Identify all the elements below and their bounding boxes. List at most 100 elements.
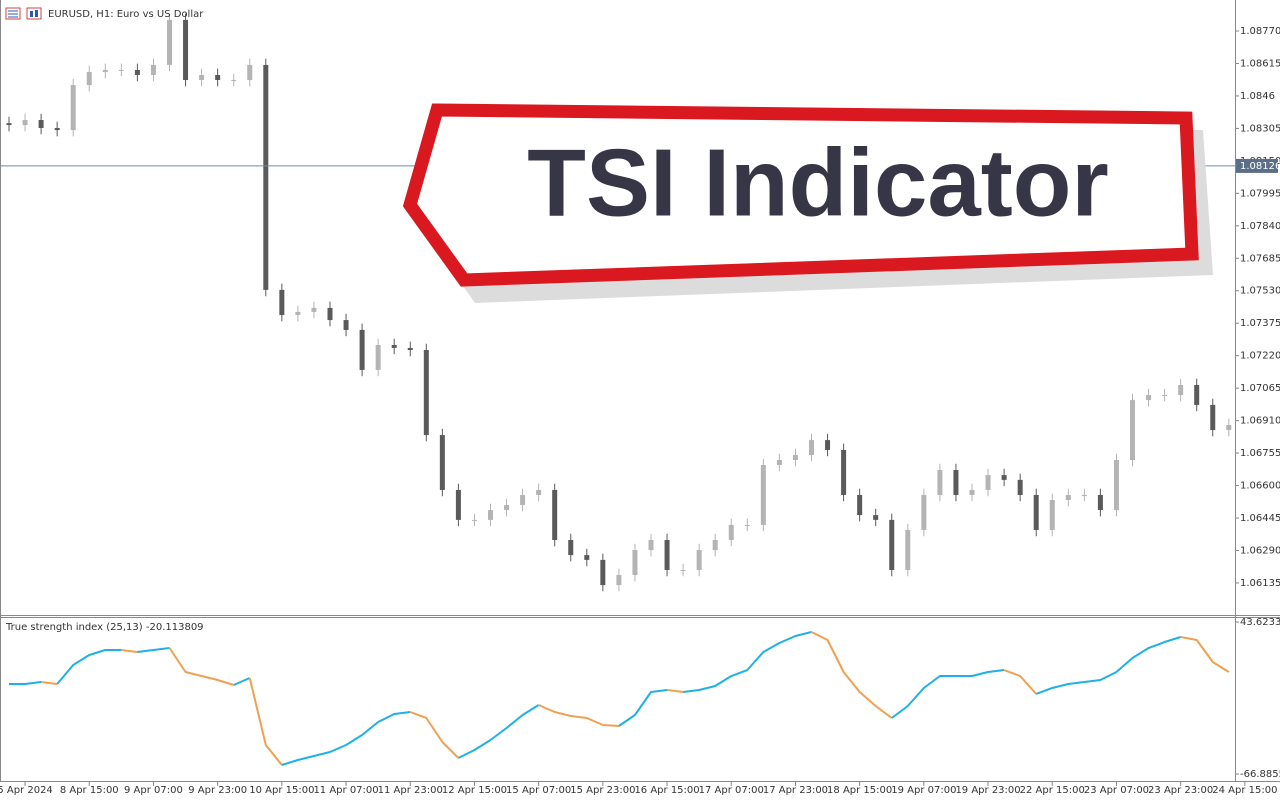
indicator-title: True strength index (25,13) -20.113809 bbox=[5, 622, 204, 633]
candle-body bbox=[921, 494, 927, 530]
candle-body bbox=[1226, 425, 1232, 431]
banner-frame bbox=[402, 103, 1199, 287]
y-tick-label: 1.07065 bbox=[1240, 383, 1280, 394]
candle-body bbox=[1162, 395, 1168, 397]
icon-bar bbox=[30, 11, 33, 17]
candle-body bbox=[1146, 395, 1152, 401]
candle-body bbox=[969, 489, 975, 495]
x-tick-label: 16 Apr 15:00 bbox=[634, 785, 699, 796]
tsi-line bbox=[666, 689, 684, 693]
candle-body bbox=[809, 440, 814, 455]
candle-body bbox=[471, 519, 477, 521]
candle-body bbox=[311, 307, 317, 312]
y-tick-label: 1.07220 bbox=[1240, 351, 1280, 362]
candle-body bbox=[54, 127, 60, 131]
candle-body bbox=[327, 307, 333, 321]
candle-body bbox=[1194, 385, 1200, 405]
candle-body bbox=[86, 72, 92, 86]
x-tick-label: 9 Apr 07:00 bbox=[124, 785, 183, 796]
candle-body bbox=[215, 74, 221, 81]
x-tick-label: 19 Apr 23:00 bbox=[955, 785, 1020, 796]
candle-body bbox=[231, 80, 237, 82]
candle-body bbox=[568, 540, 574, 556]
tsi-line bbox=[168, 647, 234, 686]
x-tick-label: 17 Apr 07:00 bbox=[699, 785, 764, 796]
candle-body bbox=[776, 459, 782, 466]
candle-body bbox=[391, 344, 397, 348]
candle-body bbox=[1130, 400, 1135, 460]
candle-body bbox=[70, 85, 76, 131]
candle-body bbox=[712, 540, 718, 551]
x-tick-label: 24 Apr 15:00 bbox=[1212, 785, 1277, 796]
x-tick-label: 15 Apr 23:00 bbox=[570, 785, 635, 796]
candle-body bbox=[455, 489, 461, 520]
candle-body bbox=[295, 311, 301, 316]
candle-body bbox=[504, 505, 510, 511]
current-price-label: 1.08126 bbox=[1240, 161, 1280, 172]
x-tick-label: 9 Apr 23:00 bbox=[188, 785, 247, 796]
y-tick-label: 1.06600 bbox=[1240, 481, 1280, 492]
candle-body bbox=[343, 320, 349, 330]
y-tick-label: 1.0846 bbox=[1240, 91, 1275, 102]
candle-body bbox=[680, 569, 686, 571]
tsi-line bbox=[1180, 636, 1230, 673]
candle-body bbox=[937, 470, 943, 495]
candle-body bbox=[1049, 500, 1055, 530]
tsi-line bbox=[121, 649, 138, 653]
current-price-box bbox=[1236, 158, 1278, 173]
tsi-line bbox=[281, 711, 411, 766]
candle-body bbox=[488, 510, 493, 520]
plot-layer: 1.087701.086151.08461.083051.081501.0799… bbox=[0, 13, 1280, 796]
candle-body bbox=[134, 69, 140, 75]
y-tick-label: 1.06755 bbox=[1240, 448, 1280, 459]
icon bbox=[26, 7, 42, 20]
x-tick-label: 23 Apr 07:00 bbox=[1084, 785, 1149, 796]
tsi-line bbox=[682, 631, 812, 693]
candle-body bbox=[744, 524, 750, 526]
candle-body bbox=[648, 540, 654, 551]
y-tick-label: 1.08770 bbox=[1240, 26, 1280, 37]
y-tick-label: 1.08615 bbox=[1240, 58, 1280, 69]
icon-bar bbox=[35, 10, 38, 17]
candle-body bbox=[616, 574, 622, 586]
candle-body bbox=[632, 550, 638, 575]
x-tick-label: 10 Apr 15:00 bbox=[249, 785, 314, 796]
candle-body bbox=[552, 489, 558, 541]
candle-body bbox=[407, 347, 413, 351]
candle-body bbox=[953, 470, 959, 495]
tsi-line bbox=[811, 631, 893, 719]
candle-body bbox=[584, 555, 590, 560]
candle-body bbox=[520, 494, 526, 506]
y-tick-label: 1.06910 bbox=[1240, 416, 1280, 427]
x-tick-label: 19 Apr 07:00 bbox=[891, 785, 956, 796]
candle-body bbox=[1001, 475, 1007, 480]
x-tick-label: 8 Apr 15:00 bbox=[60, 785, 119, 796]
x-tick-label: 12 Apr 15:00 bbox=[442, 785, 507, 796]
y-tick-label: 43.623387 bbox=[1240, 617, 1280, 628]
symbol-title: EURUSD, H1: Euro vs US Dollar bbox=[48, 9, 204, 20]
tsi-line bbox=[457, 704, 540, 759]
x-tick-label: 18 Apr 15:00 bbox=[827, 785, 892, 796]
x-tick-label: 22 Apr 15:00 bbox=[1020, 785, 1085, 796]
candle-body bbox=[985, 475, 991, 490]
candle-body bbox=[1081, 494, 1087, 496]
x-tick-label: 11 Apr 07:00 bbox=[313, 785, 378, 796]
candle-body bbox=[375, 344, 381, 370]
candle-body bbox=[1033, 494, 1039, 530]
candle-body bbox=[873, 515, 879, 520]
tsi-line bbox=[40, 681, 58, 685]
candle-body bbox=[905, 529, 911, 570]
candle-body bbox=[167, 19, 172, 65]
tsi-line bbox=[137, 647, 170, 653]
candle-body bbox=[199, 74, 205, 81]
candle-body bbox=[825, 440, 831, 450]
tsi-line bbox=[891, 669, 1005, 719]
candle-body bbox=[696, 550, 702, 570]
candle-body bbox=[841, 449, 847, 495]
candle-body bbox=[359, 329, 365, 370]
candle-body bbox=[1113, 459, 1119, 511]
banner: TSI Indicator bbox=[402, 103, 1213, 303]
header-icons bbox=[5, 7, 42, 20]
tsi-line bbox=[538, 704, 619, 728]
